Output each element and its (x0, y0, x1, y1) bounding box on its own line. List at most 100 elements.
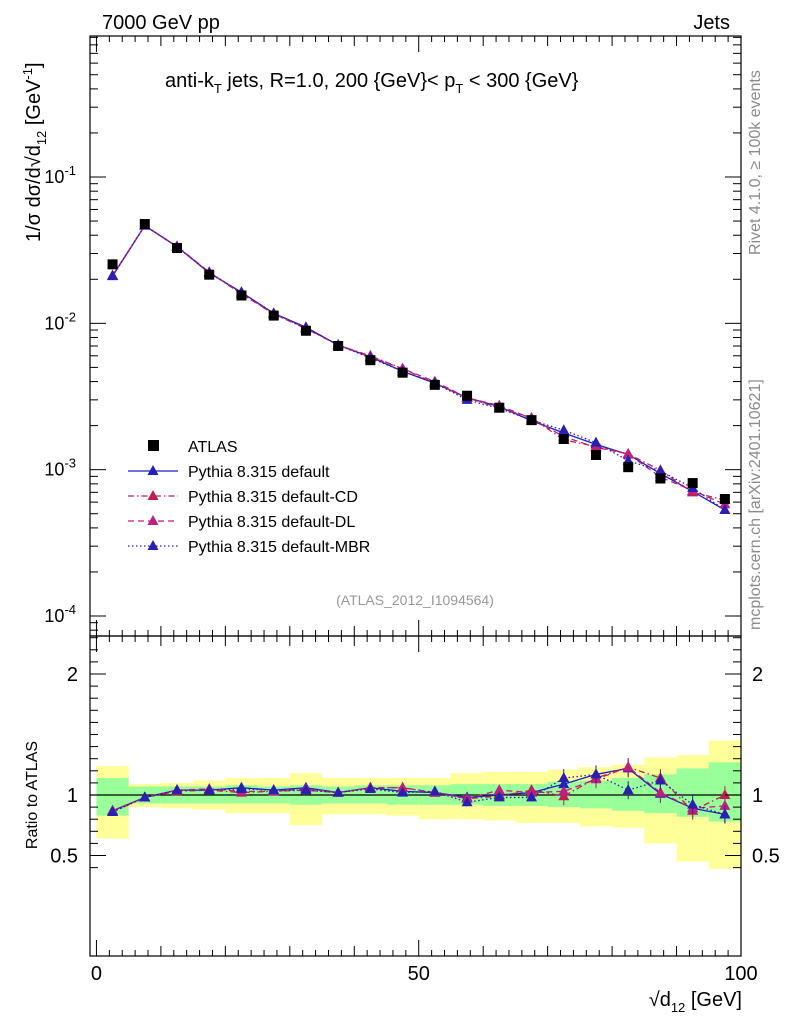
atlas-data-point (204, 269, 215, 280)
atlas-data-point (526, 415, 537, 426)
series-marker (719, 504, 731, 515)
atlas-data-point (107, 259, 118, 270)
legend-marker (148, 440, 159, 451)
series-marker (558, 424, 570, 435)
mcplots-source-label: mcplots.cern.ch [arXiv:2401.10621] (747, 379, 764, 630)
main-y-axis-label: 1/σ dσ/d√d12 [GeV-1] (20, 62, 49, 242)
atlas-data-layer (107, 219, 730, 505)
series-marker (622, 447, 634, 458)
legend-marker (147, 515, 159, 525)
ratio-marker (203, 784, 215, 795)
atlas-data-point (655, 473, 666, 484)
series-marker (590, 436, 602, 447)
legend-entry: Pythia 8.315 default-DL (128, 514, 355, 531)
category-label: Jets (693, 12, 730, 34)
chart-title: anti-kT jets, R=1.0, 200 {GeV}< pT < 300… (165, 70, 579, 96)
ratio-marker (719, 808, 731, 819)
energy-label: 7000 GeV pp (102, 12, 220, 34)
ratio-marker (429, 785, 441, 796)
atlas-data-point (236, 290, 247, 301)
y-tick-label: 10-4 (44, 602, 76, 626)
x-axis-label: √d12 [GeV] (649, 989, 742, 1015)
ratio-marker (654, 774, 666, 785)
band-green (354, 785, 387, 804)
atlas-data-point (172, 243, 183, 254)
ratio-marker (139, 791, 151, 802)
atlas-data-point (333, 341, 344, 352)
series-marker (107, 269, 119, 280)
y-tick-label: 10-3 (44, 456, 76, 480)
x-tick-label: 50 (408, 963, 430, 985)
ratio-marker (235, 782, 247, 793)
ratio-marker (461, 796, 473, 807)
rivet-version-label: Rivet 4.1.0, ≥ 100k events (747, 70, 764, 255)
ratio-marker (687, 798, 699, 809)
ratio-marker (493, 791, 505, 802)
ratio-marker (719, 789, 731, 799)
legend: ATLAS Pythia 8.315 default Pythia 8.315 de… (128, 439, 370, 556)
legend-label: ATLAS (188, 439, 238, 456)
x-tick-label: 100 (724, 963, 757, 985)
atlas-data-point (300, 325, 311, 336)
legend-entry: Pythia 8.315 default (128, 464, 330, 481)
atlas-data-point (687, 478, 698, 489)
legend-marker (147, 490, 159, 500)
main-plot-panel: 10-4 10-3 10-2 10-1 anti-kT jets, R=1.0, 20… (20, 35, 742, 637)
atlas-data-point (590, 449, 601, 460)
series-line (112, 224, 726, 501)
ratio-y-tick-label: 2 (67, 664, 78, 686)
atlas-data-point (397, 367, 408, 378)
atlas-data-point (719, 494, 730, 505)
ratio-marker (719, 799, 731, 810)
ratio-marker (332, 786, 344, 797)
ratio-marker (622, 784, 634, 795)
ratio-marker (300, 784, 312, 795)
ratio-marker (171, 784, 183, 795)
ratio-marker (590, 768, 602, 779)
legend-entry: ATLAS (148, 439, 238, 456)
ratio-y-tick-label-right: 0.5 (752, 846, 780, 868)
atlas-data-point (558, 434, 569, 445)
ratio-y-tick-label-right: 1 (752, 785, 763, 807)
ratio-marker (558, 785, 570, 796)
ratio-y-tick-label-right: 2 (752, 664, 763, 686)
ratio-marker (397, 786, 409, 797)
legend-marker (147, 540, 159, 550)
atlas-data-point (139, 219, 150, 230)
ratio-series-layer (107, 758, 731, 824)
ratio-y-axis-label: Ratio to ATLAS (24, 741, 41, 849)
series-marker (654, 464, 666, 475)
ratio-series-line (112, 766, 725, 812)
ratio-y-tick-label: 0.5 (50, 846, 78, 868)
legend-marker (147, 465, 159, 475)
y-tick-label: 10-1 (44, 163, 76, 187)
ratio-y-tick-label: 1 (67, 785, 78, 807)
atlas-data-point (462, 390, 473, 401)
ratio-marker (364, 782, 376, 793)
atlas-data-point (268, 310, 279, 321)
ratio-marker (622, 761, 634, 772)
x-tick-label: 0 (91, 963, 102, 985)
atlas-data-point (623, 462, 634, 473)
main-axis-ticks: 10-4 10-3 10-2 10-1 (44, 36, 742, 636)
ratio-marker (493, 784, 505, 795)
atlas-data-point (494, 402, 505, 413)
ratio-plot-frame (89, 635, 742, 957)
ratio-plot-panel: 0.5 0.5 1 1 2 2 0 50 100 Ratio to ATLAS √d12 [Ge… (24, 635, 780, 1015)
series-line (112, 224, 726, 505)
ratio-marker (526, 791, 538, 802)
analysis-id-label: (ATLAS_2012_I1094564) (336, 592, 494, 608)
ratio-marker (107, 805, 119, 816)
legend-label: Pythia 8.315 default-MBR (188, 539, 370, 556)
legend-entry: Pythia 8.315 default-CD (128, 489, 358, 506)
atlas-data-point (365, 355, 376, 366)
legend-label: Pythia 8.315 default-DL (188, 514, 355, 531)
legend-entry: Pythia 8.315 default-MBR (128, 539, 370, 556)
ratio-marker (558, 772, 570, 783)
ratio-marker (268, 784, 280, 795)
legend-label: Pythia 8.315 default (188, 464, 330, 481)
atlas-data-point (429, 379, 440, 390)
ratio-uncertainty-bands (96, 740, 741, 869)
ratio-axis-ticks: 0.5 0.5 1 1 2 2 0 50 100 (50, 636, 780, 985)
